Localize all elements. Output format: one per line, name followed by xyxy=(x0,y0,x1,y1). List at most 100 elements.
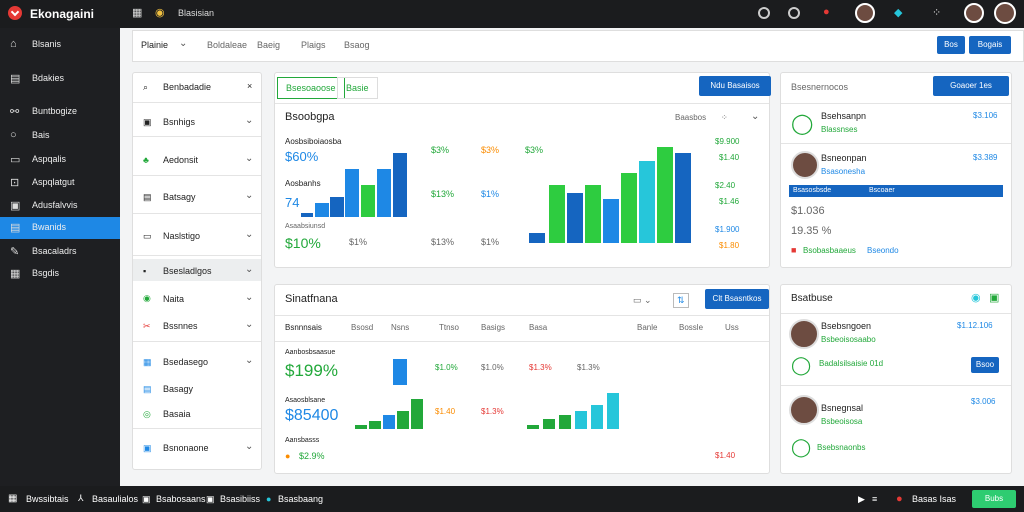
nav-item-1[interactable]: Bsnhigs xyxy=(163,117,196,127)
bottom-item[interactable]: Bsasbaang xyxy=(278,494,324,504)
filter-tab-1[interactable]: Baeig xyxy=(257,40,281,50)
person-name[interactable]: Bsebsngoen xyxy=(821,321,872,331)
bottom-item[interactable]: Bsasibiiss xyxy=(220,494,261,504)
card-link[interactable]: Bseondo xyxy=(867,246,899,255)
chevron-down-icon[interactable]: ⌄ xyxy=(245,264,254,275)
panel-tab[interactable]: Basie xyxy=(337,77,378,99)
chevron-down-icon[interactable]: ⌄ xyxy=(245,115,254,126)
clock-icon[interactable] xyxy=(758,7,770,19)
sidebar-item-6[interactable]: ▤ Bwanids xyxy=(0,217,120,239)
column-header[interactable]: Bossle xyxy=(679,323,704,332)
nav-item-9[interactable]: Basagy xyxy=(163,384,194,394)
account-name[interactable]: Bsneonpan xyxy=(821,153,867,163)
nav-item-6[interactable]: Naita xyxy=(163,294,185,304)
highlight-bar[interactable] xyxy=(789,185,1003,197)
sidebar-item-1[interactable]: ⚯ Buntbogize xyxy=(10,106,78,118)
grid-menu-icon[interactable]: ▦ xyxy=(132,7,143,19)
chevron-down-icon[interactable]: ⌄ xyxy=(245,190,254,201)
chevron-down-icon[interactable]: ⌄ xyxy=(245,355,254,366)
doc-icon[interactable]: ▣ xyxy=(142,494,151,504)
chevron-down-icon[interactable]: ⌄ xyxy=(245,292,254,303)
menu-icon[interactable]: ≡ xyxy=(872,494,878,504)
sidebar-item-4[interactable]: ⊡ Aspqlatgut xyxy=(10,177,75,189)
folder-icon[interactable]: ▣ xyxy=(206,494,215,504)
column-header[interactable]: Basigs xyxy=(481,323,506,332)
column-header[interactable]: Bsosd xyxy=(351,323,374,332)
nav-item-2[interactable]: Aedonsit xyxy=(163,155,199,165)
bottom-item[interactable]: Bwssibtais xyxy=(26,494,69,504)
filter-tab-0[interactable]: Boldaleae xyxy=(207,40,248,50)
more-icon[interactable]: ⁘ xyxy=(721,113,728,122)
account-avatar[interactable] xyxy=(791,151,819,179)
panel-action-button[interactable]: Ndu Basaisos xyxy=(699,76,771,96)
apps-grid-icon[interactable]: ⁘ xyxy=(932,7,942,19)
sidebar-item-8[interactable]: ▦ Bsgdis xyxy=(10,268,60,280)
filter-icon[interactable]: ⇅ xyxy=(673,293,689,308)
nav-item-7[interactable]: Bssnnes xyxy=(163,321,198,331)
bottom-item[interactable]: Basaulialos xyxy=(92,494,139,504)
nav-item-0[interactable]: Benbadadie xyxy=(163,82,212,92)
person-avatar[interactable] xyxy=(789,395,819,425)
folder-icon: ▭ xyxy=(10,154,21,166)
chevron-down-icon[interactable]: ⌄ xyxy=(751,111,760,122)
apps-icon[interactable]: ◉ xyxy=(155,7,165,19)
nav-item-selected[interactable] xyxy=(133,259,261,281)
filter-tab-2[interactable]: Plaigs xyxy=(301,40,326,50)
filter-button-small[interactable]: Bos xyxy=(937,36,965,54)
chat-icon[interactable]: ▣ xyxy=(989,292,1000,304)
filter-dropdown[interactable]: Plainie xyxy=(141,40,169,50)
sidebar-item-5[interactable]: ▣ Adusfalvvis xyxy=(10,200,78,212)
sidebar-item-0[interactable]: ▤ Bdakies xyxy=(10,73,65,85)
chevron-down-icon[interactable]: ⌄ xyxy=(245,319,254,330)
top-tab[interactable]: Blasisian xyxy=(178,8,215,18)
column-header[interactable]: Uss xyxy=(725,323,739,332)
account-value: $3.389 xyxy=(973,153,998,162)
sidebar-item-2[interactable]: ○ Bais xyxy=(10,129,50,141)
panel-tab-active[interactable]: Bsesoaoose xyxy=(277,77,345,99)
sidebar-home[interactable]: ⌂ Blsanis xyxy=(10,38,62,50)
sidebar-item-7[interactable]: ✎ Bsacaladrs xyxy=(10,246,77,258)
chevron-down-icon[interactable]: ⌄ xyxy=(245,153,254,164)
help-icon[interactable]: ◆ xyxy=(894,7,903,19)
record-icon[interactable]: ● xyxy=(896,493,903,505)
column-header[interactable]: Ttnso xyxy=(439,323,460,332)
nav-item-8[interactable]: Bsedasego xyxy=(163,357,209,367)
nav-item-11[interactable]: Bsnonaone xyxy=(163,443,209,453)
filter-tab-3[interactable]: Bsaog xyxy=(344,40,370,50)
nav-item-5[interactable]: Bsesladlgos xyxy=(163,266,212,276)
bottom-item[interactable]: Bsabosaans xyxy=(156,494,206,504)
column-header[interactable]: Bsnnnsais xyxy=(285,323,322,332)
card-action-button[interactable]: Goaoer 1es xyxy=(933,76,1009,96)
column-header[interactable]: Basa xyxy=(529,323,548,332)
nav-item-3[interactable]: Batsagy xyxy=(163,192,196,202)
profile-avatar[interactable] xyxy=(994,2,1016,24)
account-name[interactable]: Bsehsanpn xyxy=(821,111,867,121)
user-avatar[interactable] xyxy=(855,3,875,23)
status-button[interactable]: Bsoo xyxy=(971,357,999,373)
app-logo-icon[interactable] xyxy=(8,6,22,20)
globe-icon[interactable]: ● xyxy=(266,494,272,504)
person-name[interactable]: Bsnegnsal xyxy=(821,403,864,413)
chevron-down-icon[interactable]: ⌄ xyxy=(179,38,188,49)
nav-item-10[interactable]: Basaia xyxy=(163,409,191,419)
contact-avatar[interactable] xyxy=(964,3,984,23)
list-icon[interactable]: ▭ ⌄ xyxy=(633,295,652,305)
filter-button[interactable]: Bogais xyxy=(969,36,1011,54)
column-header[interactable]: Nsns xyxy=(391,323,410,332)
person-avatar[interactable] xyxy=(789,319,819,349)
pin-icon[interactable]: ⅄ xyxy=(78,493,84,503)
chevron-down-icon[interactable]: ⌄ xyxy=(245,229,254,240)
chevron-down-icon[interactable]: ⌄ xyxy=(245,441,254,452)
close-icon[interactable]: × xyxy=(247,81,253,91)
grid-icon[interactable]: ▦ xyxy=(8,493,18,504)
play-icon[interactable]: ▶ xyxy=(858,494,865,504)
notification-icon[interactable]: ● xyxy=(823,6,830,18)
sidebar-item-3[interactable]: ▭ Aspqalis xyxy=(10,154,67,166)
settings-icon[interactable] xyxy=(788,7,800,19)
search-icon[interactable]: ⌕ xyxy=(143,82,149,92)
panel-action-button[interactable]: Clt Bsasntkos xyxy=(705,289,769,309)
toggle-icon[interactable]: ◉ xyxy=(971,292,981,304)
bottom-button[interactable]: Bubs xyxy=(972,490,1016,508)
nav-item-4[interactable]: Naslstigo xyxy=(163,231,201,241)
column-header[interactable]: Banle xyxy=(637,323,658,332)
